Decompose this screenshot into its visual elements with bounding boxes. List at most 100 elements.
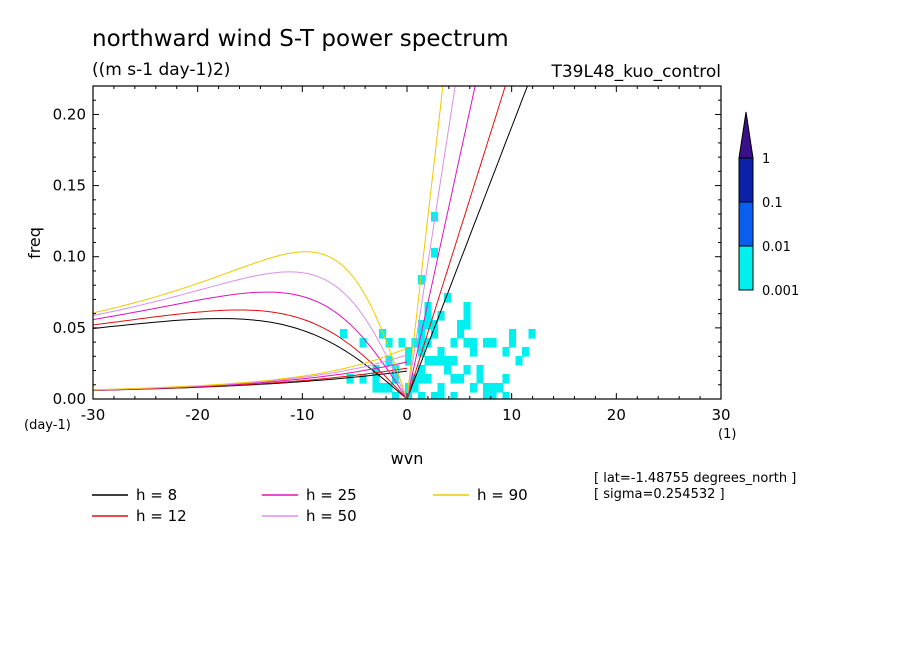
heatmap-cell xyxy=(405,356,413,366)
heatmap-cell xyxy=(379,383,387,393)
legend-label-h8: h = 8 xyxy=(136,486,177,504)
heatmap-cell xyxy=(418,374,426,384)
heatmap-cell xyxy=(515,356,523,366)
heatmap-cell xyxy=(431,329,439,339)
heatmap-cell xyxy=(385,338,393,348)
heatmap-cell xyxy=(509,338,517,348)
heatmap-cell xyxy=(372,383,380,393)
legend-label-h90: h = 90 xyxy=(477,486,528,504)
sigma-annotation: [ sigma=0.254532 ] xyxy=(594,487,725,502)
y-tick-label: 0.10 xyxy=(53,248,86,266)
heatmap-cell xyxy=(463,365,471,375)
heatmap-cell xyxy=(489,338,497,348)
y-tick-label: 0.05 xyxy=(53,319,86,337)
heatmap-cell xyxy=(424,302,432,312)
heatmap-cell xyxy=(522,347,530,357)
heatmap-cell xyxy=(476,374,484,384)
y-axis-ticks: 0.00 0.05 0.10 0.15 0.20 xyxy=(53,99,721,408)
legend-label-h25: h = 25 xyxy=(306,486,357,504)
heatmap-cell xyxy=(392,392,400,399)
y-axis-label: freq xyxy=(25,227,44,259)
heatmap-cell xyxy=(457,320,465,330)
legend-label-h12: h = 12 xyxy=(136,507,187,525)
heatmap-cell xyxy=(431,320,439,330)
heatmap-cell xyxy=(418,392,426,399)
heatmap-cell xyxy=(483,338,491,348)
heatmap-cell xyxy=(502,374,510,384)
heatmap-cell xyxy=(457,329,465,339)
rossby-curve-h8 xyxy=(93,318,408,399)
heatmap-cell xyxy=(431,212,439,222)
heatmap-cell xyxy=(372,374,380,384)
heatmap-cell xyxy=(463,338,471,348)
y-tick-label: 0.20 xyxy=(53,105,86,123)
heatmap-cell xyxy=(340,329,348,339)
mrg-curve-h90 xyxy=(93,347,408,391)
y-tick-label: 0.00 xyxy=(53,390,86,408)
dispersion-curves xyxy=(93,86,529,399)
heatmap-cell xyxy=(424,320,432,330)
rossby-curve-h90 xyxy=(93,251,408,399)
y-unit-label: (day-1) xyxy=(24,418,71,433)
heatmap-cell xyxy=(450,356,458,366)
heatmap-cell xyxy=(509,329,517,339)
rossby-curve-h50 xyxy=(93,271,408,399)
heatmap-cell xyxy=(359,338,367,348)
colorbar-label: 0.001 xyxy=(762,284,799,299)
colorbar-label: 1 xyxy=(762,152,770,167)
colorbar-segment xyxy=(738,157,754,203)
heatmap-cell xyxy=(450,374,458,384)
colorbar-label: 0.1 xyxy=(762,196,783,211)
experiment-label: T39L48_kuo_control xyxy=(550,62,721,82)
colorbar-label: 0.01 xyxy=(762,240,791,255)
heatmap-cell xyxy=(463,320,471,330)
heatmap-cell xyxy=(411,383,419,393)
heatmap-cell xyxy=(463,311,471,321)
heatmap-cell xyxy=(470,347,478,357)
chart-title: northward wind S-T power spectrum xyxy=(92,26,509,52)
heatmap-cell xyxy=(398,338,406,348)
colorbar: 0.001 0.01 0.1 1 xyxy=(738,111,799,299)
heatmap-cell xyxy=(392,374,400,384)
latitude-annotation: [ lat=-1.48755 degrees_north ] xyxy=(594,471,796,486)
heatmap-cell xyxy=(385,383,393,393)
y-tick-label: 0.15 xyxy=(53,177,86,195)
heatmap-cell xyxy=(411,338,419,348)
legend-label-h50: h = 50 xyxy=(306,507,357,525)
heatmap-cell xyxy=(450,338,458,348)
heatmap-cell xyxy=(483,383,491,393)
heatmap-cell xyxy=(457,374,465,384)
x-tick-label: -30 xyxy=(81,406,106,424)
heatmap-cell xyxy=(437,311,445,321)
heatmap-cell xyxy=(502,347,510,357)
heatmap-cell xyxy=(483,392,491,399)
heatmap-cell xyxy=(437,392,445,399)
heatmap-cell xyxy=(346,374,354,384)
heatmap-cell xyxy=(431,248,439,258)
heatmap-cell xyxy=(437,356,445,366)
x-tick-label: -10 xyxy=(290,406,315,424)
x-tick-label: 10 xyxy=(502,406,521,424)
x-tick-label: 0 xyxy=(402,406,412,424)
rossby-curve-h12 xyxy=(93,309,408,399)
colorbar-extend-triangle xyxy=(738,111,754,159)
heatmap-cell xyxy=(418,275,426,285)
colorbar-segment xyxy=(738,201,754,247)
heatmap-cell xyxy=(418,365,426,375)
heatmap-cell xyxy=(476,365,484,375)
x-axis-label: wvn xyxy=(391,449,424,468)
chart-units: ((m s-1 day-1)2) xyxy=(92,60,230,80)
heatmap-cell xyxy=(502,392,510,399)
heatmap-cell xyxy=(437,383,445,393)
heatmap-cell xyxy=(444,356,452,366)
heatmap-cell xyxy=(437,347,445,357)
heatmap-cell xyxy=(431,356,439,366)
heatmap-cell xyxy=(496,383,504,393)
kelvin-curve-h12 xyxy=(406,86,506,399)
heatmap-cell xyxy=(470,338,478,348)
heatmap-cell xyxy=(489,383,497,393)
kelvin-curve-h8 xyxy=(406,86,529,399)
heatmap-cell xyxy=(489,392,497,399)
heatmap-cell xyxy=(528,329,536,339)
